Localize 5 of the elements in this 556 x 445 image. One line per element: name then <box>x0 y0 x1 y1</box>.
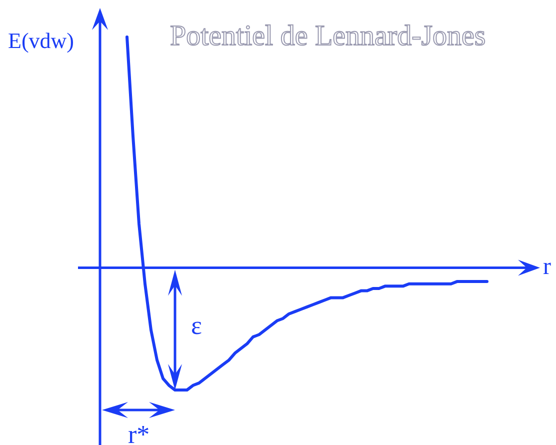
chart-title: Potentiel de Lennard-Jones <box>170 20 486 52</box>
text: r* <box>128 420 150 445</box>
annotation: ε <box>191 310 202 340</box>
y-axis-title: E(vdw) <box>8 28 74 53</box>
x-axis-title: r <box>543 254 551 280</box>
